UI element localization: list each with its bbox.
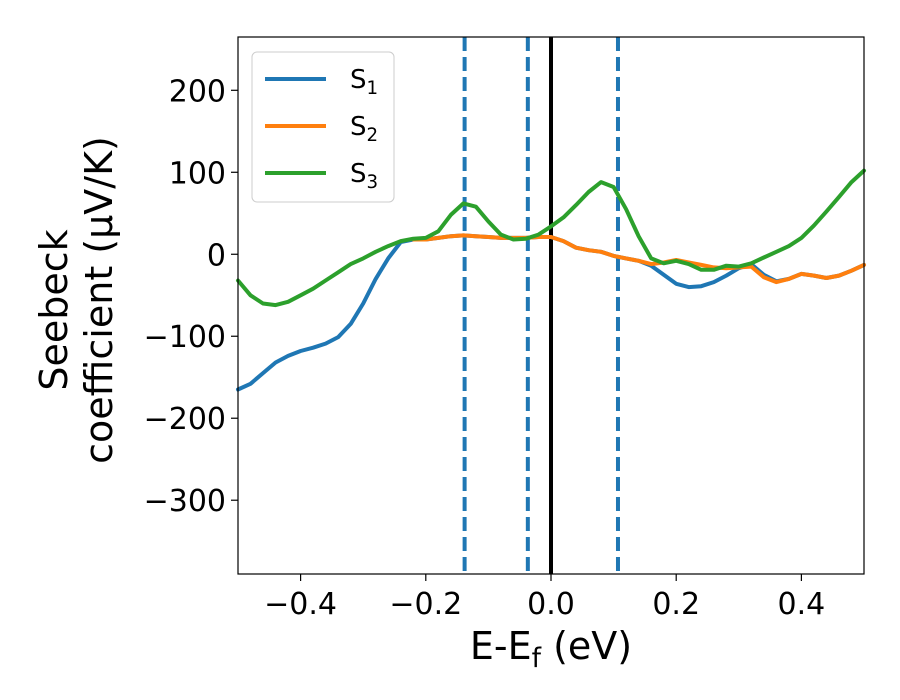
- x-tick-label: −0.4: [264, 587, 337, 622]
- vertical-reference-lines: [462, 37, 620, 574]
- series-line-s2: [411, 233, 866, 285]
- x-axis-label: E-Ef (eV): [470, 624, 632, 674]
- x-axis-ticks: −0.4 −0.2 0.0 0.2 0.4: [264, 574, 825, 622]
- y-axis-label-line1: Seebeck: [32, 229, 76, 390]
- y-tick-label: 200: [169, 74, 226, 109]
- y-tick-label: −300: [144, 484, 226, 519]
- x-tick-label: 0.2: [652, 587, 700, 622]
- y-tick-label: 100: [169, 156, 226, 191]
- legend-label-s2: S2: [350, 112, 378, 146]
- y-axis-label: Seebeck coefficient (μV/K): [32, 136, 121, 464]
- y-tick-label: 0: [207, 238, 226, 273]
- series-lines: [236, 168, 866, 392]
- legend: S1 S2 S3: [251, 51, 395, 203]
- y-axis-ticks: 200 100 0 −100 −200 −300: [144, 74, 238, 519]
- legend-label-s1: S1: [350, 65, 378, 99]
- x-tick-label: 0.0: [527, 587, 575, 622]
- legend-label-s3: S3: [350, 159, 378, 193]
- y-axis-label-line2: coefficient (μV/K): [77, 136, 121, 464]
- series-line-s3: [236, 168, 866, 308]
- x-tick-label: 0.4: [778, 587, 826, 622]
- x-tick-label: −0.2: [389, 587, 462, 622]
- y-tick-label: −200: [144, 402, 226, 437]
- y-tick-label: −100: [144, 320, 226, 355]
